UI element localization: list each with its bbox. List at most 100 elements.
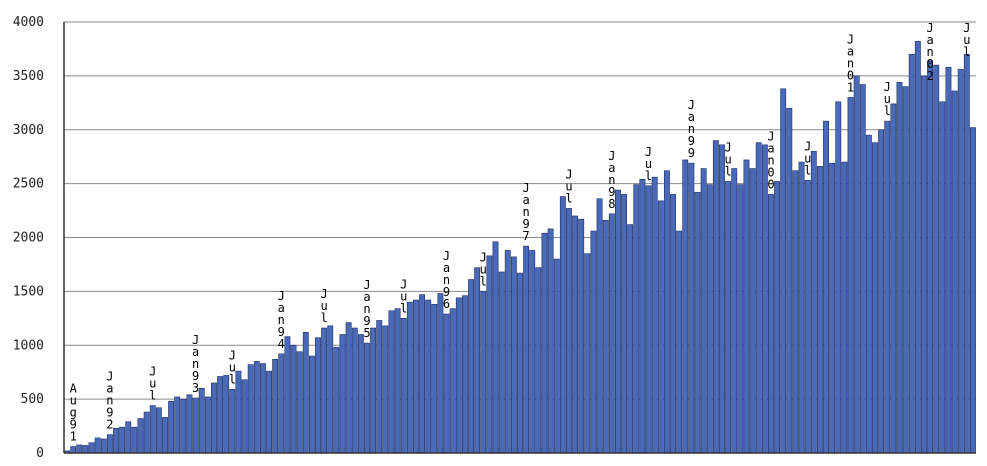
bar [480, 291, 487, 454]
bar [559, 196, 566, 454]
bar [284, 336, 291, 454]
y-tick-label: 500 [21, 392, 44, 407]
bar [143, 411, 150, 454]
bar [100, 438, 107, 454]
bar [492, 241, 499, 454]
y-tick-label: 1000 [13, 338, 44, 353]
bar [970, 127, 976, 454]
bar [382, 325, 389, 454]
bar [786, 107, 793, 454]
bar [468, 279, 474, 454]
bar [376, 320, 383, 454]
bar [553, 258, 560, 454]
bar [504, 250, 511, 454]
bar [859, 84, 866, 454]
bar [351, 327, 358, 454]
y-tick-label: 3000 [13, 123, 44, 138]
bar [663, 170, 670, 454]
bar [768, 194, 774, 454]
bar [198, 388, 205, 454]
bar [914, 41, 921, 454]
bar [657, 200, 664, 454]
bar [547, 228, 554, 454]
bar [829, 162, 836, 454]
bar [247, 364, 254, 454]
bar [137, 418, 144, 454]
bar [614, 189, 621, 454]
bar [847, 97, 854, 454]
bar [498, 271, 505, 454]
bar [413, 299, 419, 454]
bar [106, 434, 113, 454]
bar [939, 101, 946, 454]
bar [670, 194, 676, 454]
bar [835, 101, 842, 454]
bar [633, 184, 640, 454]
bar [296, 351, 303, 454]
bar [517, 272, 523, 454]
bar [321, 327, 328, 454]
bar [119, 426, 126, 454]
bar [933, 64, 940, 454]
bar [76, 444, 83, 454]
axes [63, 22, 976, 454]
y-tick-label: 0 [36, 446, 44, 461]
bar [541, 232, 548, 454]
bar [70, 446, 77, 454]
bar [884, 120, 891, 454]
bar [737, 184, 744, 454]
bar [957, 69, 964, 454]
y-tick-label: 4000 [13, 15, 44, 30]
bar [370, 327, 377, 454]
bar [584, 253, 591, 454]
bar [688, 162, 695, 454]
bar [639, 179, 646, 454]
bar [266, 370, 272, 454]
bar [774, 181, 781, 454]
bar [443, 313, 450, 454]
bar [621, 194, 627, 454]
bar [712, 140, 719, 454]
bar [223, 375, 230, 454]
bar [602, 219, 609, 454]
bar [927, 60, 934, 454]
bar [186, 394, 193, 454]
bar [810, 151, 817, 454]
bar [865, 134, 872, 454]
bars [64, 41, 976, 454]
bar [878, 129, 885, 454]
bar [455, 297, 462, 454]
bar [841, 161, 848, 454]
bar [743, 159, 750, 454]
bar [510, 256, 517, 454]
bar [339, 334, 346, 454]
